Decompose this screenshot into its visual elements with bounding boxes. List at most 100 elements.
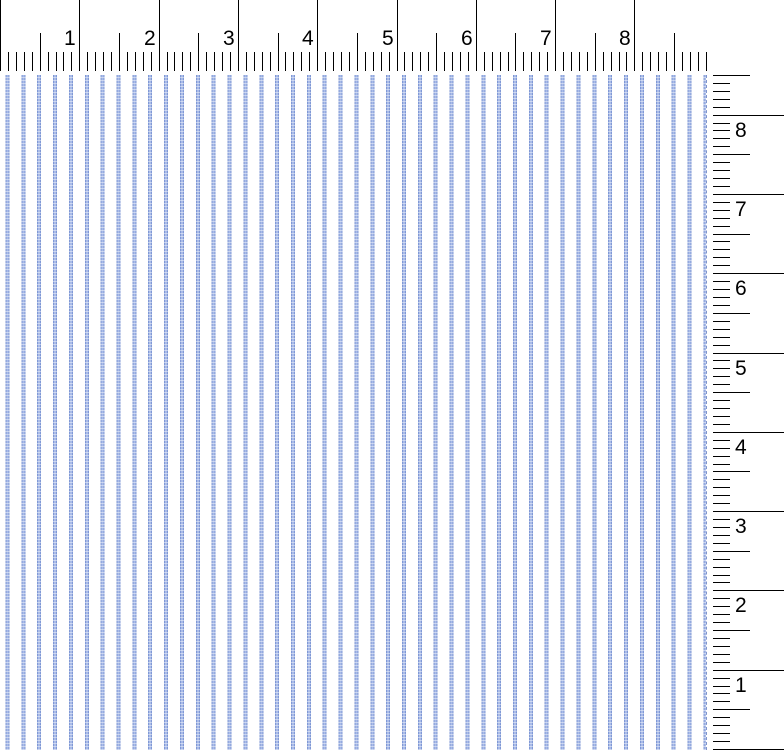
- ruler-tick: [40, 33, 41, 71]
- ruler-tick: [713, 527, 730, 528]
- ruler-tick: [182, 52, 183, 71]
- fabric-edge: [706, 75, 707, 750]
- ruler-tick: [713, 654, 730, 655]
- ruler-tick: [713, 376, 730, 377]
- top-ruler-label: 1: [64, 27, 76, 50]
- ruler-tick: [563, 52, 564, 71]
- ruler-tick: [713, 297, 730, 298]
- ruler-tick: [460, 52, 461, 71]
- ruler-tick: [436, 33, 437, 71]
- ruler-tick: [309, 52, 310, 71]
- ruler-tick: [713, 693, 730, 694]
- ruler-tick: [713, 551, 750, 552]
- ruler-tick: [713, 202, 730, 203]
- ruler-tick: [713, 575, 730, 576]
- ruler-tick: [713, 495, 730, 496]
- ruler-tick: [547, 52, 548, 71]
- ruler-tick: [713, 75, 750, 76]
- ruler-tick: [317, 0, 318, 71]
- ruler-tick: [713, 115, 784, 116]
- ruler-tick: [713, 281, 730, 282]
- ruler-tick: [254, 52, 255, 71]
- ruler-tick: [713, 670, 784, 671]
- top-ruler-label: 7: [540, 27, 552, 50]
- top-ruler-label: 3: [223, 27, 235, 50]
- ruler-tick: [206, 52, 207, 71]
- ruler-tick: [349, 52, 350, 71]
- ruler-tick: [713, 178, 730, 179]
- ruler-tick: [713, 622, 730, 623]
- ruler-tick: [270, 52, 271, 71]
- ruler-tick: [713, 638, 730, 639]
- side-ruler-label: 4: [735, 436, 747, 459]
- ruler-tick: [650, 52, 651, 71]
- ruler-tick: [713, 130, 730, 131]
- ruler-tick: [135, 52, 136, 71]
- ruler-tick: [713, 305, 730, 306]
- ruler-tick: [713, 519, 730, 520]
- ruler-tick: [143, 52, 144, 71]
- ruler-tick: [713, 725, 730, 726]
- ruler-tick: [713, 337, 730, 338]
- ruler-tick: [8, 52, 9, 71]
- ruler-tick: [713, 701, 730, 702]
- top-ruler-label: 4: [302, 27, 314, 50]
- ruler-tick: [713, 511, 784, 512]
- ruler-tick: [626, 52, 627, 71]
- ruler-tick: [713, 733, 730, 734]
- ruler-tick: [713, 210, 730, 211]
- ruler-tick: [190, 52, 191, 71]
- ruler-tick: [412, 52, 413, 71]
- top-ruler-label: 2: [144, 27, 156, 50]
- top-ruler: 1 2 3 4 5 6 7 8: [0, 0, 708, 73]
- ruler-tick: [713, 448, 730, 449]
- ruler-tick: [713, 384, 730, 385]
- ruler-tick: [32, 52, 33, 71]
- ruler-tick: [119, 33, 120, 71]
- ruler-tick: [397, 0, 398, 71]
- side-ruler-label: 7: [735, 198, 747, 221]
- ruler-tick: [619, 52, 620, 71]
- ruler-tick: [603, 52, 604, 71]
- ruler-tick: [713, 83, 730, 84]
- top-ruler-label: 6: [461, 27, 473, 50]
- ruler-tick: [713, 424, 730, 425]
- ruler-tick: [713, 662, 730, 663]
- ruler-tick: [713, 241, 730, 242]
- ruler-tick: [214, 52, 215, 71]
- ruler-tick: [587, 52, 588, 71]
- ruler-tick: [713, 567, 730, 568]
- ruler-tick: [444, 52, 445, 71]
- ruler-tick: [706, 52, 707, 71]
- ruler-tick: [24, 52, 25, 71]
- ruler-tick: [293, 52, 294, 71]
- ruler-tick: [713, 606, 730, 607]
- ruler-tick: [713, 265, 730, 266]
- ruler-tick: [484, 52, 485, 71]
- side-ruler-label: 2: [735, 594, 747, 617]
- ruler-tick: [325, 52, 326, 71]
- ruler-tick: [713, 353, 784, 354]
- ruler-tick: [167, 52, 168, 71]
- side-ruler-label: 3: [735, 515, 747, 538]
- ruler-tick: [674, 33, 675, 71]
- ruler-tick: [713, 186, 730, 187]
- ruler-tick: [713, 146, 730, 147]
- top-ruler-label: 8: [619, 27, 631, 50]
- ruler-tick: [634, 0, 635, 71]
- ruler-tick: [713, 582, 730, 583]
- ruler-tick: [492, 52, 493, 71]
- ruler-tick: [713, 289, 730, 290]
- ruler-tick: [95, 52, 96, 71]
- ruler-tick: [87, 52, 88, 71]
- ruler-tick: [713, 471, 750, 472]
- ruler-tick: [500, 52, 501, 71]
- ruler-tick: [159, 0, 160, 71]
- ruler-tick: [341, 52, 342, 71]
- ruler-tick: [262, 52, 263, 71]
- ruler-tick: [476, 0, 477, 71]
- ruler-tick: [713, 614, 730, 615]
- ruler-tick: [713, 503, 730, 504]
- top-ruler-label: 5: [382, 27, 394, 50]
- ruler-tick: [713, 123, 730, 124]
